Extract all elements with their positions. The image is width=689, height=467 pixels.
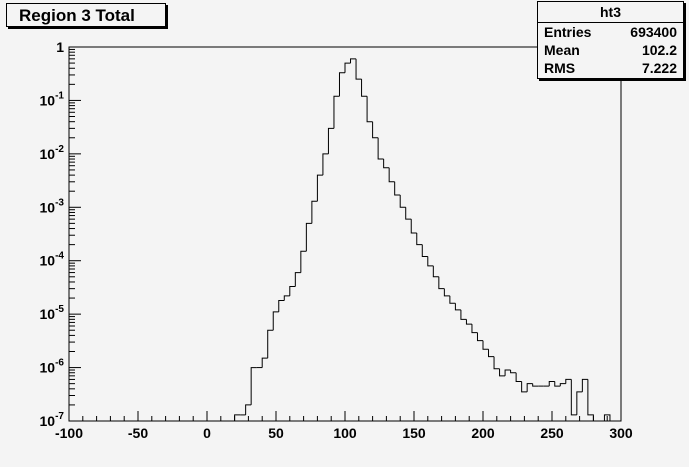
histogram-bin <box>476 332 483 342</box>
histogram-bin <box>427 256 434 267</box>
histogram-bin <box>460 309 467 320</box>
x-tick-label: 300 <box>609 425 633 441</box>
histogram-bin <box>289 285 296 296</box>
stats-row-mean: Mean 102.2 <box>538 41 683 59</box>
stats-value: 7.222 <box>641 60 677 76</box>
histogram-bin <box>350 58 357 64</box>
histogram-bin <box>261 357 268 368</box>
histogram-bin <box>377 137 384 160</box>
plot-frame <box>68 46 622 422</box>
histogram-bin <box>482 340 489 350</box>
histogram-bin <box>399 194 406 208</box>
histogram-bin <box>465 319 472 325</box>
chart-title: Region 3 Total <box>6 3 166 27</box>
x-tick-label: 50 <box>268 425 284 441</box>
histogram-bin <box>327 127 334 154</box>
x-tick-label: 100 <box>333 425 357 441</box>
histogram-bin <box>488 349 495 358</box>
histogram-bin <box>272 311 279 331</box>
y-tick-label: 10-7 <box>40 411 65 429</box>
histogram-bin <box>515 372 522 382</box>
histogram-bin <box>300 250 307 273</box>
histogram-bin <box>454 303 461 311</box>
histogram-bin <box>603 414 611 421</box>
histogram-bin <box>471 324 478 334</box>
histogram-bin <box>366 96 373 123</box>
histogram-bin <box>581 378 588 392</box>
histogram-bin <box>521 381 528 393</box>
histogram-bin <box>338 72 345 97</box>
histogram-bin <box>499 368 506 377</box>
stats-row-rms: RMS 7.222 <box>538 59 683 77</box>
stats-box: ht3 Entries 693400 Mean 102.2 RMS 7.222 <box>537 1 684 79</box>
x-tick-label: 0 <box>203 425 211 441</box>
histogram-bin <box>405 207 412 220</box>
histogram-bin <box>548 380 555 387</box>
histogram-bin <box>333 95 340 129</box>
histogram-bin <box>559 383 566 387</box>
histogram-bin <box>421 244 428 257</box>
stats-value: 693400 <box>630 24 677 40</box>
y-tick-label: 10-4 <box>40 251 65 269</box>
x-tick-label: -100 <box>55 425 83 441</box>
histogram-bin <box>443 288 450 297</box>
chart-title-text: Region 3 Total <box>19 6 135 25</box>
histogram-bin <box>294 272 301 287</box>
histogram-bin <box>316 174 323 202</box>
histogram-bin <box>372 121 379 139</box>
histogram-bin <box>355 58 362 80</box>
histogram-bin <box>245 404 252 415</box>
histogram-bin <box>383 159 390 169</box>
histogram-bin <box>526 383 533 392</box>
histogram-bin <box>344 62 351 73</box>
stats-value: 102.2 <box>641 42 677 58</box>
x-tick-label: 250 <box>540 425 564 441</box>
histogram-bin <box>311 200 318 224</box>
histogram-bin <box>576 391 583 415</box>
histogram-bin <box>361 79 368 97</box>
histogram-bin <box>504 369 511 376</box>
x-tick-label: 200 <box>471 425 495 441</box>
histogram-bin <box>510 370 517 374</box>
x-tick-label: -50 <box>128 425 148 441</box>
y-tick-label: 1 <box>56 39 64 55</box>
histogram-bin <box>388 167 395 183</box>
histogram-bin <box>587 379 594 421</box>
histogram-bin <box>322 153 329 176</box>
stats-label: RMS <box>544 60 576 76</box>
histogram-bin <box>410 219 417 234</box>
stats-title: ht3 <box>538 2 683 23</box>
y-tick-label: 10-1 <box>40 90 65 108</box>
histogram-bin <box>278 300 285 312</box>
histogram-bin <box>234 414 241 421</box>
y-tick-label: 10-5 <box>40 304 65 322</box>
histogram-bin <box>532 383 539 387</box>
y-tick-label: 10-6 <box>40 358 65 376</box>
stats-label: Entries <box>544 24 592 40</box>
histogram-bin <box>283 295 290 301</box>
histogram-bin <box>570 379 577 416</box>
histogram-bin <box>493 356 500 370</box>
histogram-bin <box>267 329 274 359</box>
histogram-bin <box>416 233 423 246</box>
y-tick-label: 10-3 <box>40 197 65 215</box>
stats-row-entries: Entries 693400 <box>538 23 683 41</box>
stats-label: Mean <box>544 42 580 58</box>
histogram-bin <box>565 378 572 384</box>
x-tick-label: 150 <box>402 425 426 441</box>
histogram-bin <box>250 367 257 405</box>
histogram-bin <box>394 181 401 196</box>
histogram-bin <box>554 381 561 387</box>
histogram-bin <box>305 222 312 252</box>
y-tick-label: 10-2 <box>40 144 65 162</box>
histogram-bin <box>438 276 445 290</box>
histogram-bin <box>449 295 456 304</box>
histogram-bin <box>432 265 439 278</box>
